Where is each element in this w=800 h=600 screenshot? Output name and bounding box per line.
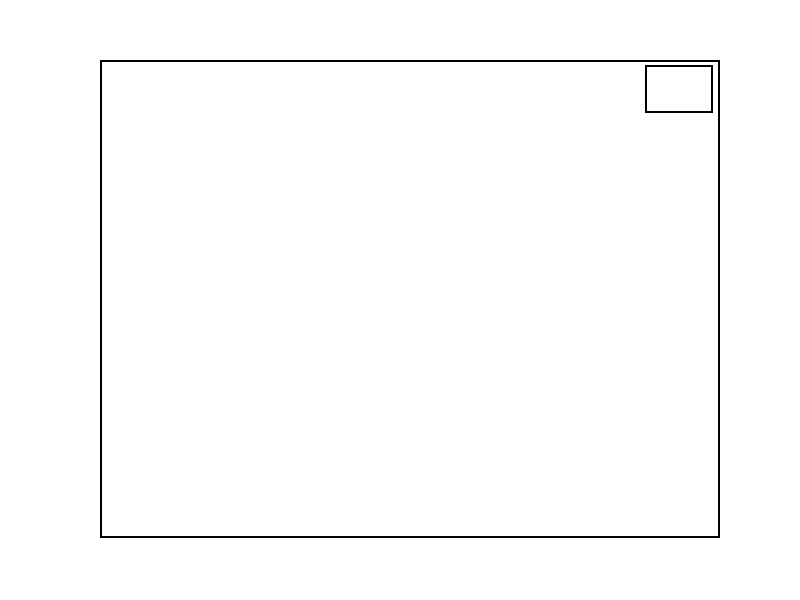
plot-area xyxy=(100,60,720,538)
legend xyxy=(645,65,713,113)
